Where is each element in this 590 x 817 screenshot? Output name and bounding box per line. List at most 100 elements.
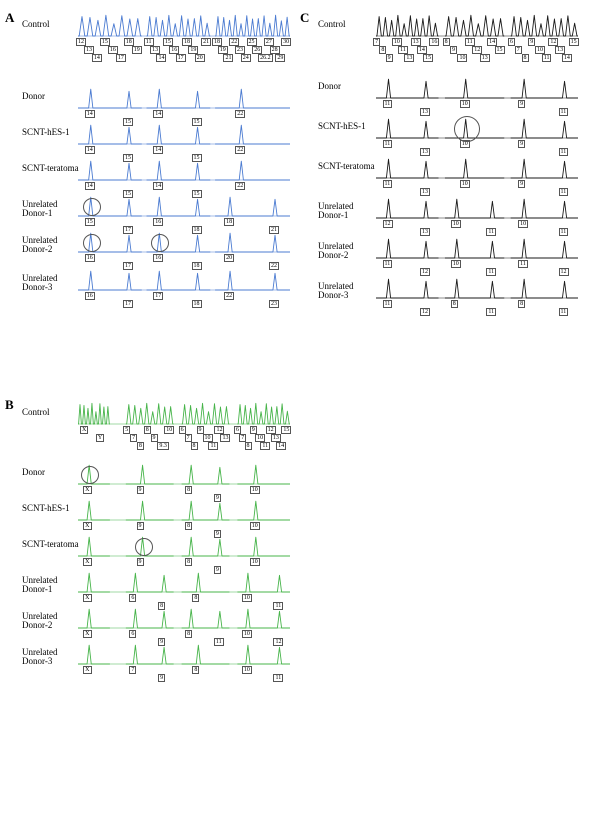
allele-box: 11 (559, 148, 569, 156)
allele-box: 27 (264, 38, 274, 46)
allele-box: 11 (486, 268, 496, 276)
row-B-1: DonorX98910 (22, 462, 290, 492)
allele-box: 18 (212, 38, 222, 46)
electropherogram-trace (78, 462, 290, 486)
row-B-5: Unrelated Donor-2X698111012 (22, 606, 290, 638)
allele-box: 11 (208, 442, 218, 450)
row-label: Unrelated Donor-1 (318, 202, 372, 221)
allele-box: 11 (486, 228, 496, 236)
allele-box: 20 (195, 54, 205, 62)
row-A-2: SCNT-hES-11415141522 (22, 122, 290, 152)
allele-box: 6 (234, 426, 241, 434)
allele-box: 13 (420, 188, 430, 196)
allele-box: 15 (100, 38, 110, 46)
allele-box: 10 (460, 100, 470, 108)
allele-box: 14 (92, 54, 102, 62)
allele-box: 10 (392, 38, 402, 46)
row-label: Unrelated Donor-3 (318, 282, 372, 301)
allele-box: 6 (129, 594, 136, 602)
allele-box: 8 (192, 666, 199, 674)
row-label: Donor (318, 82, 372, 91)
electropherogram-trace (78, 194, 290, 218)
row-label: SCNT-hES-1 (22, 504, 74, 513)
allele-box: X (83, 486, 91, 494)
allele-box: 13 (480, 54, 490, 62)
electropherogram-trace (78, 268, 290, 292)
row-B-3: SCNT-teratomaX98910 (22, 534, 290, 564)
allele-box: Y (96, 434, 104, 442)
row-label: SCNT-teratoma (22, 540, 74, 549)
row-label: Unrelated Donor-1 (22, 200, 74, 219)
allele-box: 30 (281, 38, 291, 46)
allele-box: 22 (235, 110, 245, 118)
allele-box: 19 (132, 46, 142, 54)
allele-box: 10 (250, 558, 260, 566)
allele-box: 9 (450, 46, 457, 54)
electropherogram-trace (376, 236, 578, 260)
row-A-5: Unrelated Donor-2161716182022 (22, 230, 290, 264)
allele-box: 15 (569, 38, 579, 46)
allele-box: 15 (163, 38, 173, 46)
row-label: Unrelated Donor-3 (22, 274, 74, 293)
allele-box: 11 (559, 108, 569, 116)
allele-box: 8 (245, 442, 252, 450)
row-label: Donor (22, 92, 74, 101)
row-C-4: Unrelated Donor-1121310111011 (318, 196, 578, 228)
allele-box: 8 (185, 630, 192, 638)
allele-box: 13 (271, 434, 281, 442)
electropherogram-trace (376, 156, 578, 180)
allele-box: 8 (185, 486, 192, 494)
allele-box: 9 (137, 486, 144, 494)
electropherogram-trace (78, 230, 290, 254)
allele-box: 6 (129, 630, 136, 638)
electropherogram-trace (78, 158, 290, 182)
electropherogram-trace (78, 570, 290, 594)
allele-box: X (83, 558, 91, 566)
row-A-4: Unrelated Donor-1151716181821 (22, 194, 290, 224)
allele-box: 28 (270, 46, 280, 54)
allele-box: 9 (518, 100, 525, 108)
panel-label-A: A (5, 10, 14, 26)
allele-box: 11 (260, 442, 270, 450)
allele-box: 14 (153, 146, 163, 154)
allele-box: 22 (235, 146, 245, 154)
allele-box: 14 (487, 38, 497, 46)
allele-box: 11 (144, 38, 154, 46)
allele-box: 14 (276, 442, 286, 450)
allele-box: 9 (158, 674, 165, 682)
row-label: SCNT-teratoma (22, 164, 74, 173)
allele-box: 11 (559, 308, 569, 316)
allele-box: 10 (164, 426, 174, 434)
allele-box: 18 (192, 300, 202, 308)
allele-box: 12 (266, 426, 276, 434)
allele-box: 16 (153, 218, 163, 226)
allele-box: 10 (255, 434, 265, 442)
allele-box: 8 (518, 300, 525, 308)
allele-box: 13 (84, 46, 94, 54)
allele-box: 9.3 (157, 442, 169, 450)
allele-box: 11 (518, 260, 528, 268)
row-B-2: SCNT-hES-1X98910 (22, 498, 290, 528)
allele-box: 5 (123, 426, 130, 434)
allele-box: 13 (150, 46, 160, 54)
row-A-1: Donor1415141522 (22, 86, 290, 116)
row-label: Unrelated Donor-3 (22, 648, 74, 667)
allele-box: 26 (252, 46, 262, 54)
allele-box: 10 (203, 434, 213, 442)
allele-box: 22 (235, 182, 245, 190)
electropherogram-trace (78, 14, 290, 38)
allele-box: 10 (242, 630, 252, 638)
allele-box: 16 (85, 292, 95, 300)
allele-box: 14 (417, 46, 427, 54)
row-label: Control (22, 408, 74, 417)
allele-box: X (83, 522, 91, 530)
allele-box: 7 (239, 434, 246, 442)
highlight-circle (83, 234, 101, 252)
allele-box: 11 (486, 308, 496, 316)
highlight-circle (454, 116, 480, 142)
row-A-3: SCNT-teratoma1415141522 (22, 158, 290, 188)
allele-box: 12 (214, 426, 224, 434)
row-label: Unrelated Donor-2 (22, 612, 74, 631)
highlight-circle (135, 538, 153, 556)
allele-box: 12 (548, 38, 558, 46)
